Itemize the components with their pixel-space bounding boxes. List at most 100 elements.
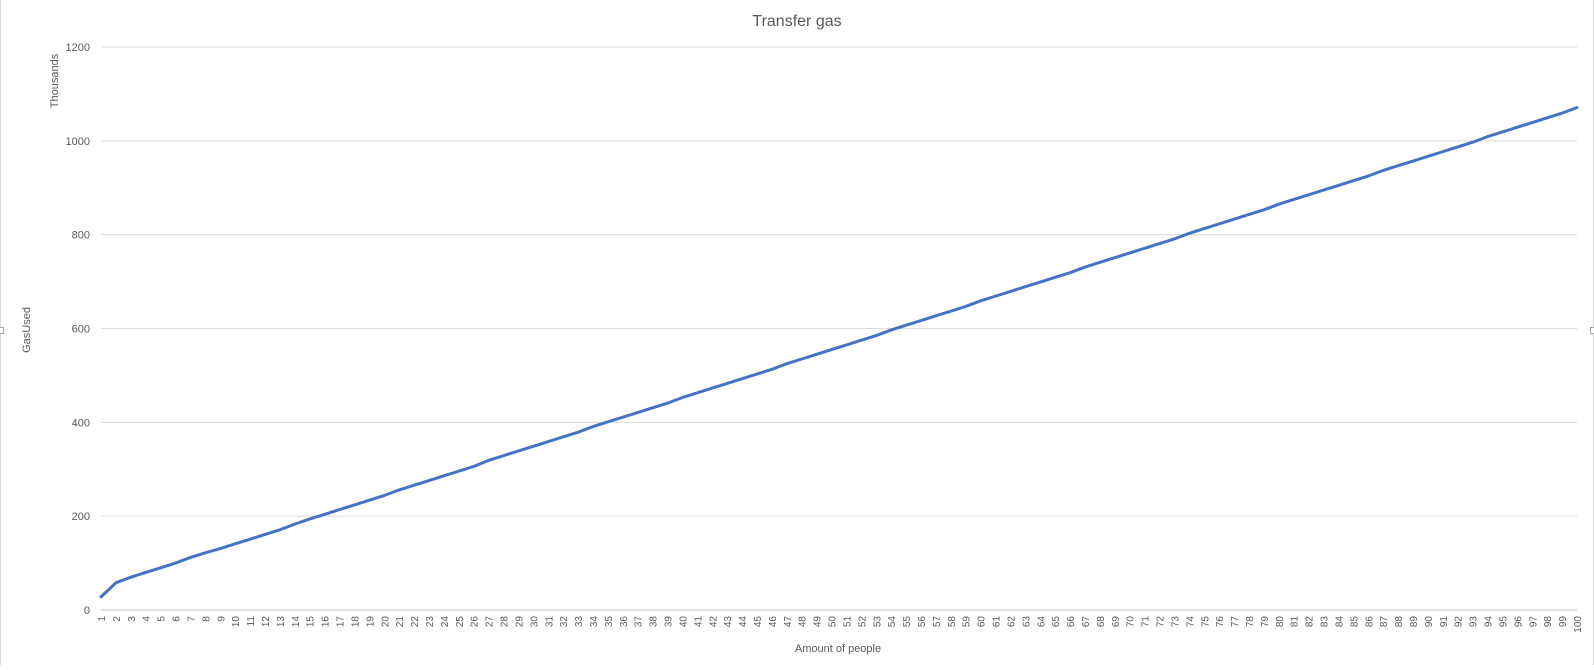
y-display-unit-label: Thousands: [49, 53, 61, 108]
series-line: [101, 108, 1577, 597]
x-tick-label: 67: [1081, 616, 1092, 628]
x-tick-label: 81: [1290, 616, 1301, 628]
x-tick-label: 9: [216, 616, 227, 622]
x-tick-label: 24: [440, 616, 451, 628]
x-tick-label: 75: [1200, 616, 1211, 628]
x-tick-label: 73: [1170, 616, 1181, 628]
x-tick-label: 64: [1036, 616, 1047, 628]
x-tick-label: 95: [1498, 616, 1509, 628]
x-tick-label: 87: [1379, 616, 1390, 628]
x-tick-label: 63: [1021, 616, 1032, 628]
x-tick-label: 41: [693, 616, 704, 628]
x-tick-label: 43: [723, 616, 734, 628]
y-tick-label: 1000: [66, 136, 90, 148]
x-tick-label: 88: [1394, 616, 1405, 628]
x-tick-label: 28: [500, 616, 511, 628]
x-tick-label: 57: [932, 616, 943, 628]
chart-title: Transfer gas: [752, 13, 841, 30]
x-tick-label: 3: [127, 616, 138, 622]
x-tick-label: 99: [1558, 616, 1569, 628]
x-tick-label: 21: [395, 616, 406, 628]
x-tick-label: 49: [813, 616, 824, 628]
x-tick-label: 25: [455, 616, 466, 628]
x-tick-label: 11: [246, 616, 257, 627]
x-tick-label: 42: [708, 616, 719, 628]
x-tick-label: 62: [1006, 616, 1017, 628]
x-tick-label: 47: [783, 616, 794, 628]
x-tick-label: 36: [619, 616, 630, 628]
x-tick-label: 46: [768, 616, 779, 628]
x-tick-label: 13: [276, 616, 287, 628]
x-tick-label: 56: [917, 616, 928, 628]
x-tick-label: 48: [798, 616, 809, 628]
x-tick-label: 23: [425, 616, 436, 628]
gridlines: [101, 47, 1577, 610]
x-tick-label: 17: [336, 616, 347, 628]
series-layer: [101, 107, 1577, 597]
x-tick-label: 59: [962, 616, 973, 628]
x-tick-label: 72: [1156, 616, 1167, 628]
x-tick-label: 78: [1245, 616, 1256, 628]
x-tick-label: 86: [1364, 616, 1375, 628]
y-tick-label: 600: [72, 324, 90, 336]
y-tick-label: 200: [72, 511, 90, 523]
x-tick-label: 33: [574, 616, 585, 628]
x-tick-label: 1: [97, 616, 108, 622]
x-tick-label: 37: [634, 616, 645, 628]
x-tick-label: 7: [186, 616, 197, 622]
x-tick-label: 38: [649, 616, 660, 628]
x-tick-label: 90: [1424, 616, 1435, 628]
x-tick-label: 98: [1543, 616, 1554, 628]
x-tick-label: 16: [321, 616, 332, 628]
x-tick-label: 94: [1484, 616, 1495, 628]
resize-handle-right[interactable]: [1590, 327, 1594, 334]
x-tick-label: 58: [947, 616, 958, 628]
x-tick-label: 96: [1513, 616, 1524, 628]
y-tick-label: 800: [72, 230, 90, 242]
x-tick-label: 2: [112, 616, 123, 622]
x-tick-label: 83: [1320, 616, 1331, 628]
x-tick-label: 44: [738, 616, 749, 628]
x-tick-label: 32: [559, 616, 570, 628]
x-tick-label: 71: [1141, 616, 1152, 628]
x-tick-label: 97: [1528, 616, 1539, 628]
x-tick-label: 54: [887, 616, 898, 628]
x-tick-label: 69: [1111, 616, 1122, 628]
x-tick-label: 92: [1454, 616, 1465, 628]
x-tick-label: 6: [172, 616, 183, 622]
y-tick-label: 0: [84, 605, 90, 617]
x-tick-label: 50: [828, 616, 839, 628]
x-tick-label: 20: [380, 616, 391, 628]
x-tick-label: 66: [1066, 616, 1077, 628]
x-tick-label: 65: [1051, 616, 1062, 628]
x-tick-label: 85: [1349, 616, 1360, 628]
x-tick-label: 5: [157, 616, 168, 622]
x-tick-label: 8: [201, 616, 212, 622]
x-tick-label: 22: [410, 616, 421, 628]
x-tick-label: 31: [544, 616, 555, 628]
resize-handle-left[interactable]: [0, 327, 4, 334]
x-tick-label: 45: [753, 616, 764, 628]
x-tick-label: 12: [261, 616, 272, 628]
x-tick-label: 27: [485, 616, 496, 628]
y-axis-ticks: 0 200 400 600 800 1000 1200: [66, 42, 90, 617]
x-tick-label: 82: [1305, 616, 1316, 628]
x-tick-label: 39: [664, 616, 675, 628]
x-tick-label: 93: [1469, 616, 1480, 628]
y-tick-label: 400: [72, 417, 90, 429]
x-tick-label: 29: [514, 616, 525, 628]
x-tick-label: 40: [678, 616, 689, 628]
x-tick-label: 55: [902, 616, 913, 628]
y-tick-label: 1200: [66, 42, 90, 54]
x-tick-label: 26: [470, 616, 481, 628]
x-tick-label: 84: [1334, 616, 1345, 628]
x-tick-label: 10: [231, 616, 242, 628]
y-axis-title: GasUsed: [21, 307, 33, 353]
x-tick-label: 68: [1096, 616, 1107, 628]
x-tick-label: 100: [1573, 616, 1584, 633]
x-tick-label: 77: [1230, 616, 1241, 628]
x-tick-label: 91: [1439, 616, 1450, 628]
